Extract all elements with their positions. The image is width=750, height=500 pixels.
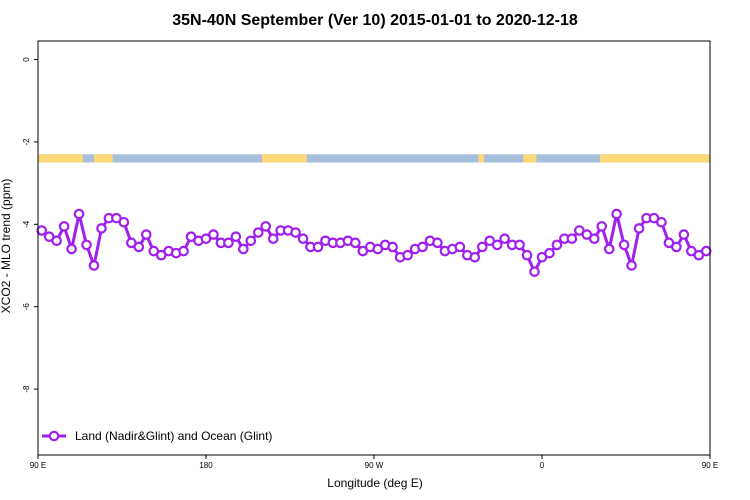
land-segment xyxy=(38,154,83,163)
chart-title: 35N-40N September (Ver 10) 2015-01-01 to… xyxy=(172,12,578,29)
data-point xyxy=(178,245,189,257)
land-segment xyxy=(523,154,537,163)
data-point xyxy=(656,216,667,228)
data-point xyxy=(469,251,481,263)
y-axis-ticks: 0 -2 -4 -6 -8 xyxy=(22,57,38,393)
data-point xyxy=(290,227,301,238)
land-segment xyxy=(262,154,307,163)
data-point xyxy=(350,237,361,249)
data-point xyxy=(387,241,398,253)
data-point xyxy=(245,235,257,247)
land-ocean-band xyxy=(38,154,710,163)
ocean-band xyxy=(38,154,710,163)
data-point xyxy=(603,243,615,255)
data-point xyxy=(476,241,488,253)
y-tick-label: -2 xyxy=(22,138,31,146)
data-point xyxy=(36,225,48,236)
data-point xyxy=(551,239,563,251)
data-point xyxy=(432,237,443,249)
data-point xyxy=(118,216,130,228)
x-axis-label: Longitude (deg E) xyxy=(327,476,422,490)
data-point xyxy=(700,245,712,257)
data-point xyxy=(499,233,510,245)
x-axis-ticks: 90 E 180 90 W 0 90 E xyxy=(30,455,718,470)
y-tick-label: 0 xyxy=(22,57,31,62)
data-point xyxy=(312,241,324,253)
x-tick-label: 0 xyxy=(540,461,545,470)
data-point xyxy=(252,227,264,238)
data-point xyxy=(491,239,503,251)
data-point xyxy=(66,243,77,255)
data-point xyxy=(611,208,622,220)
data-point xyxy=(238,243,249,255)
data-point xyxy=(51,235,62,247)
data-point xyxy=(267,233,279,245)
data-point xyxy=(514,239,525,251)
data-point xyxy=(633,223,645,234)
land-segment xyxy=(94,154,113,163)
data-point xyxy=(140,229,152,240)
data-point xyxy=(223,237,234,249)
data-point xyxy=(454,241,466,253)
y-tick-label: -8 xyxy=(22,385,31,393)
legend: Land (Nadir&Glint) and Ocean (Glint) xyxy=(42,429,272,443)
data-point xyxy=(58,221,70,232)
x-tick-label: 90 E xyxy=(702,461,718,470)
y-tick-label: -6 xyxy=(22,303,31,311)
data-point xyxy=(678,229,690,240)
legend-entry-label: Land (Nadir&Glint) and Ocean (Glint) xyxy=(75,429,272,443)
data-point xyxy=(566,233,578,245)
land-segment xyxy=(599,154,710,163)
data-point xyxy=(73,208,85,220)
data-point xyxy=(521,249,533,261)
x-tick-label: 90 W xyxy=(365,461,384,470)
data-point xyxy=(626,260,637,271)
data-point xyxy=(544,247,555,259)
data-point xyxy=(402,249,413,261)
data-point xyxy=(588,233,600,245)
y-axis-label: XCO2 - MLO trend (ppm) xyxy=(0,179,13,314)
data-point xyxy=(208,229,219,240)
data-point xyxy=(81,239,92,251)
data-point xyxy=(596,221,608,232)
x-tick-label: 90 E xyxy=(30,461,46,470)
data-point xyxy=(133,241,145,253)
x-tick-label: 180 xyxy=(199,461,213,470)
y-tick-label: -4 xyxy=(22,220,31,228)
land-segment xyxy=(478,154,485,163)
data-point xyxy=(671,241,682,253)
data-point xyxy=(618,239,630,251)
data-point xyxy=(260,221,272,232)
legend-circle-marker xyxy=(48,430,60,442)
data-point xyxy=(230,231,242,242)
data-point xyxy=(88,260,100,271)
data-series xyxy=(36,208,712,277)
data-point xyxy=(297,233,309,245)
data-point xyxy=(96,223,107,234)
data-point xyxy=(417,241,428,253)
data-point xyxy=(529,266,540,277)
